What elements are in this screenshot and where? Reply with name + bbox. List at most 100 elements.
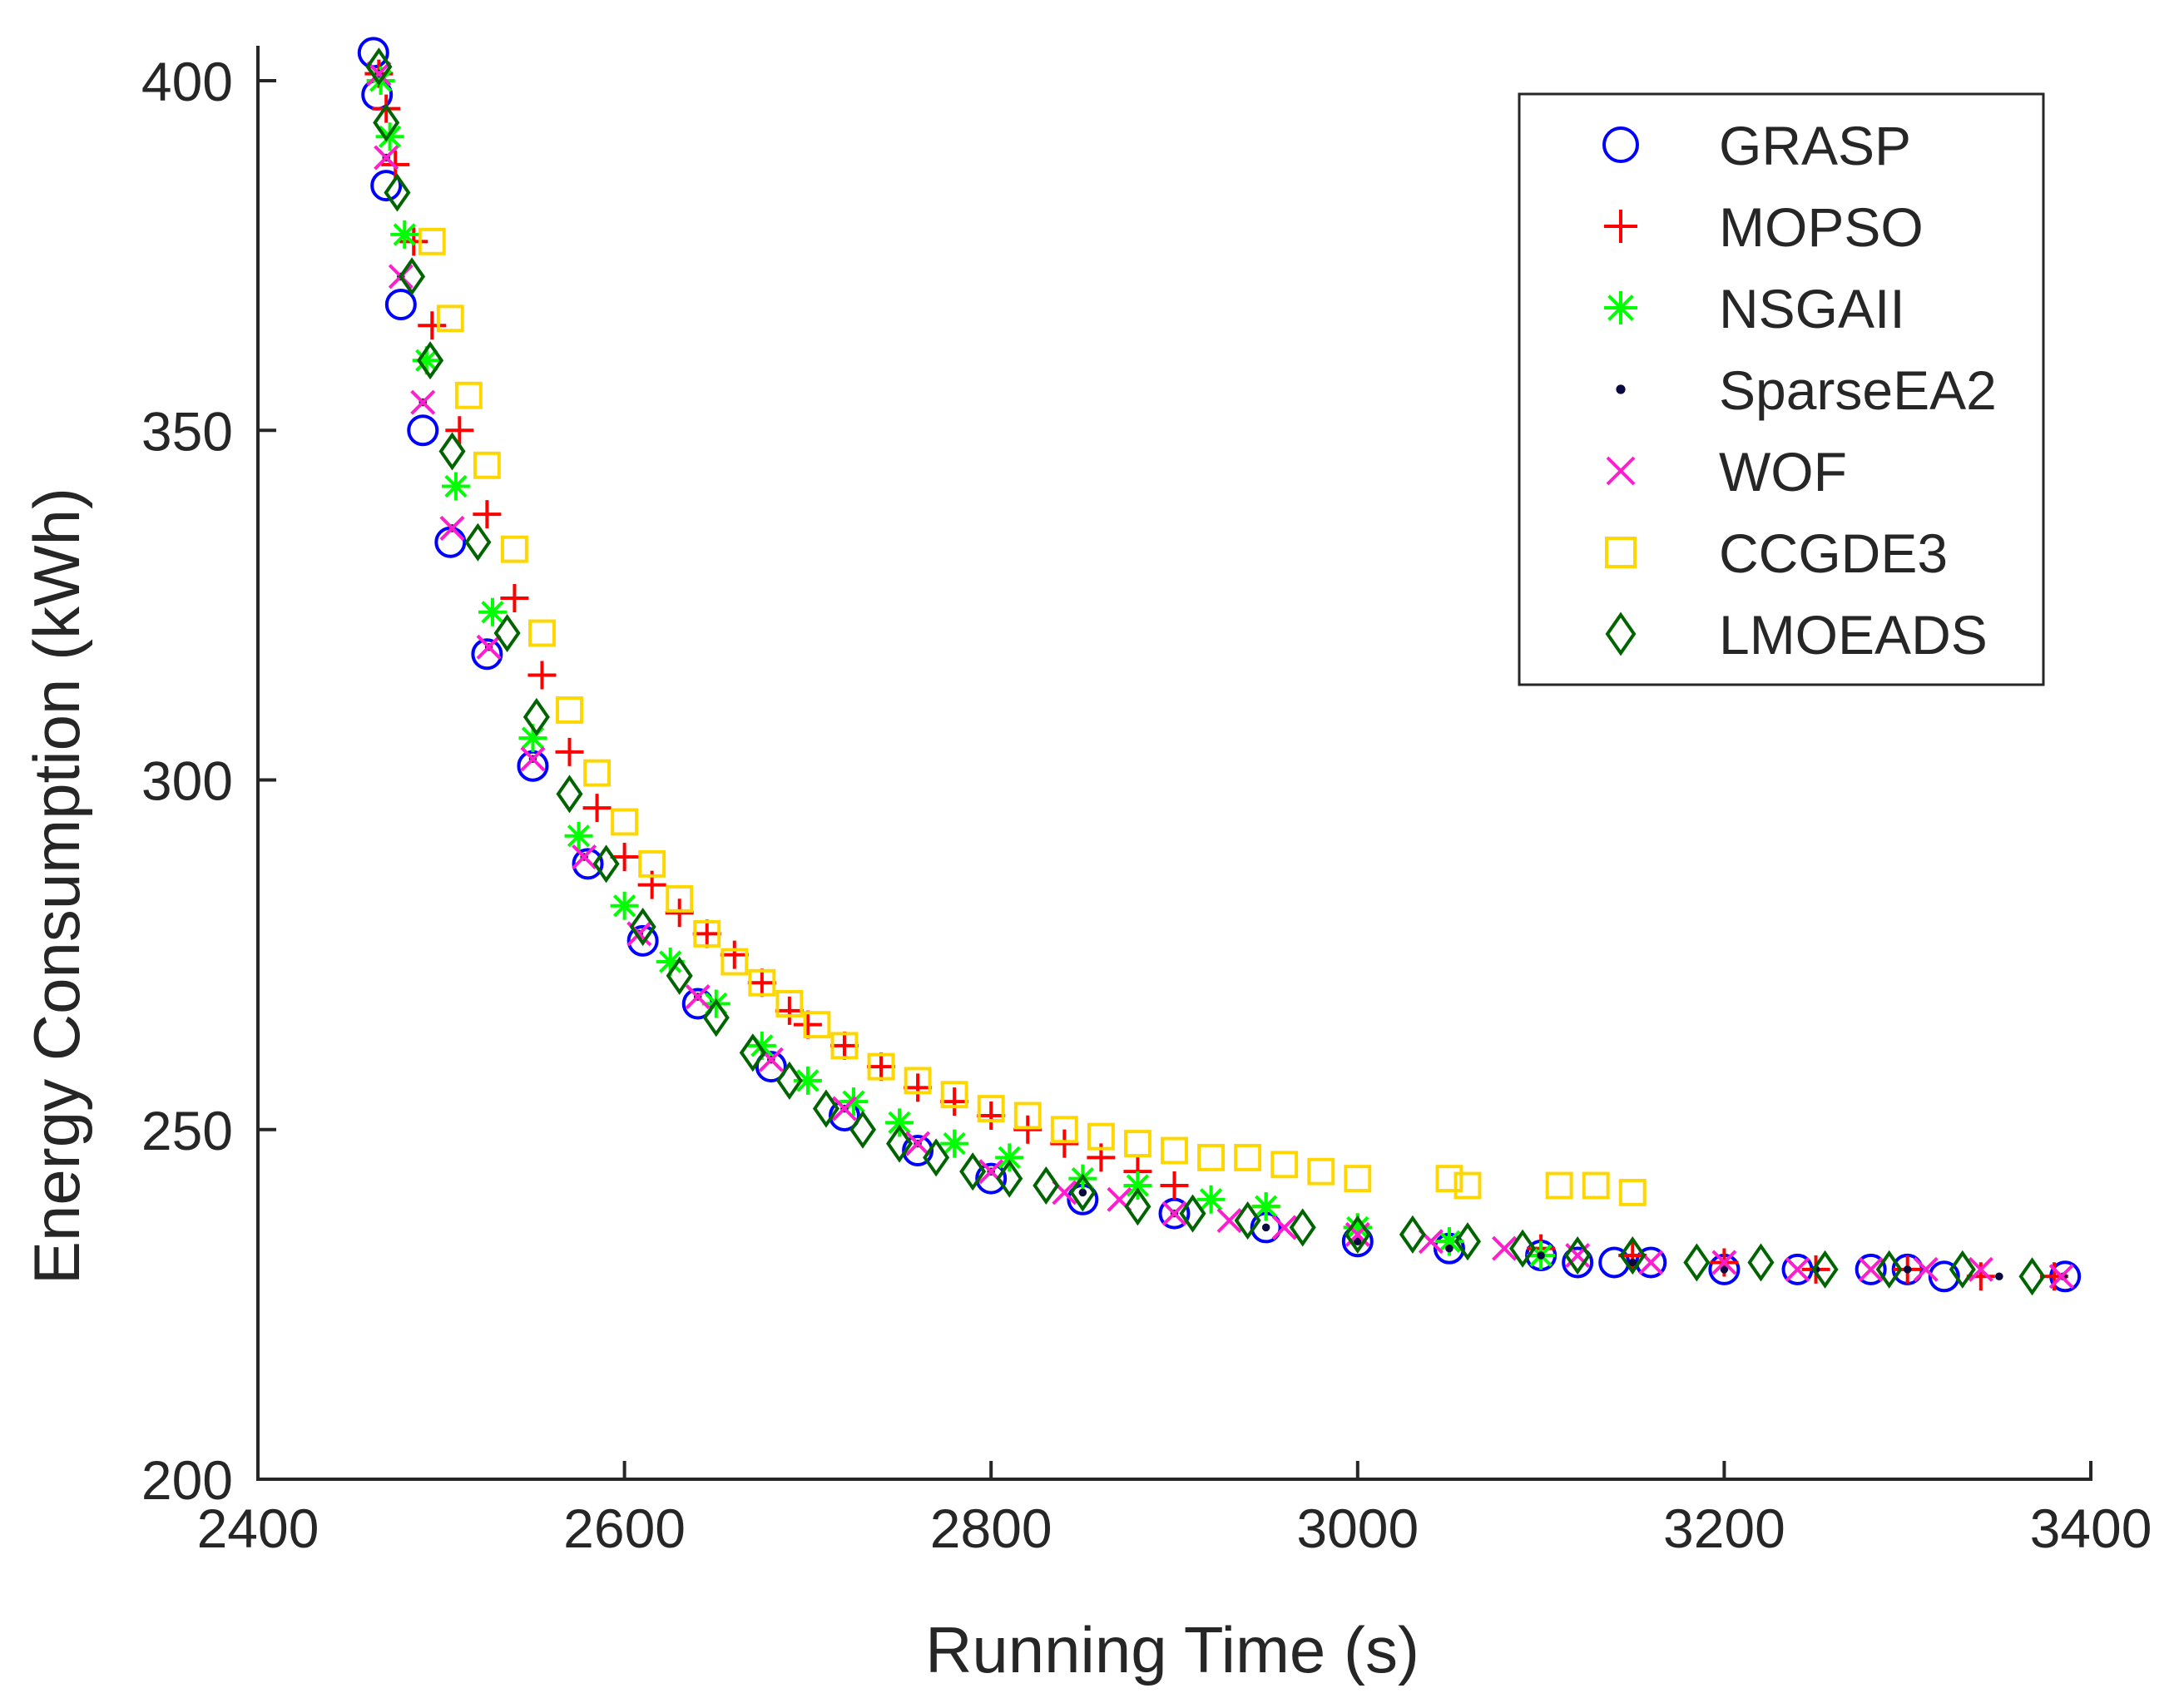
- point-mopso: [445, 416, 474, 445]
- point-mopso: [940, 1087, 969, 1116]
- point-lmoeads: [923, 1138, 950, 1177]
- point-grasp: [384, 288, 417, 320]
- point-nsgaii: [793, 1066, 822, 1095]
- point-nsgaii: [995, 1143, 1024, 1172]
- point-wof: [1161, 1201, 1187, 1226]
- point-nsgaii: [564, 821, 593, 850]
- point-lmoeads: [1344, 1215, 1371, 1254]
- point-nsgaii: [412, 346, 441, 375]
- point-ccgde3: [1618, 1178, 1647, 1206]
- point-wof: [685, 984, 711, 1010]
- point-lmoeads: [886, 1124, 914, 1163]
- legend-items: GRASP MOPSO NSGAII SparseEA2 WOF CCGDE3 LMOEAD…: [1602, 115, 1997, 666]
- point-lmoeads: [1399, 1215, 1426, 1254]
- point-lmoeads: [1619, 1235, 1647, 1275]
- point-grasp: [407, 414, 439, 447]
- point-lmoeads: [1683, 1243, 1711, 1282]
- point-grasp: [370, 170, 403, 202]
- point-sparseea2: [1628, 1258, 1637, 1267]
- y-tick-label: 400: [141, 51, 233, 112]
- point-ccgde3: [721, 948, 749, 976]
- legend-box: [1518, 92, 2045, 686]
- legend-entry: MOPSO: [1604, 196, 1924, 258]
- point-ccgde3: [1545, 1171, 1573, 1200]
- point-ccgde3: [1435, 1165, 1463, 1193]
- point-lmoeads: [417, 341, 444, 380]
- point-wof: [1711, 1250, 1737, 1275]
- axes: 2400 2600 2800 3000 3200 3400 200 250 300 350 400: [141, 46, 2152, 1559]
- legend-entry: NSGAII: [1604, 278, 1905, 339]
- point-lmoeads: [556, 775, 583, 814]
- point-lmoeads: [1124, 1187, 1151, 1226]
- point-wof: [410, 389, 436, 415]
- point-lmoeads: [438, 432, 466, 471]
- point-ccgde3: [1123, 1130, 1151, 1158]
- point-lmoeads: [2018, 1257, 2046, 1296]
- point-ccgde3: [1582, 1171, 1610, 1200]
- point-lmoeads: [493, 613, 521, 653]
- point-lmoeads: [399, 257, 426, 296]
- point-lmoeads: [522, 697, 550, 736]
- point-mopso: [775, 996, 804, 1025]
- point-wof: [520, 746, 546, 772]
- point-lmoeads: [629, 907, 656, 947]
- point-lmoeads: [1564, 1235, 1592, 1275]
- point-wof: [1216, 1208, 1242, 1234]
- point-mopso: [582, 794, 612, 823]
- point-ccgde3: [775, 990, 804, 1017]
- point-nsgaii: [441, 472, 470, 501]
- point-ccgde3: [638, 849, 666, 878]
- series-ccgde3: [418, 227, 1647, 1206]
- point-ccgde3: [528, 619, 556, 647]
- point-mopso: [1160, 1171, 1189, 1200]
- point-mopso: [747, 968, 776, 998]
- point-mopso: [720, 940, 749, 969]
- point-lmoeads: [739, 1033, 766, 1072]
- point-grasp: [1598, 1246, 1631, 1279]
- point-mopso: [1050, 1129, 1079, 1158]
- legend-marker-nsgaii: [1604, 291, 1637, 324]
- point-ccgde3: [1087, 1122, 1115, 1151]
- point-nsgaii: [390, 220, 419, 249]
- point-sparseea2: [1903, 1265, 1912, 1274]
- legend-marker-mopso: [1604, 210, 1637, 243]
- point-mopso: [867, 1052, 896, 1082]
- data-marks: [357, 37, 2082, 1296]
- legend-entry: SparseEA2: [1616, 359, 1997, 421]
- point-grasp: [626, 924, 659, 957]
- point-grasp: [357, 37, 389, 69]
- point-nsgaii: [1251, 1192, 1280, 1221]
- legend-entry: CCGDE3: [1605, 522, 1948, 584]
- point-ccgde3: [1050, 1116, 1078, 1144]
- point-ccgde3: [1344, 1165, 1372, 1193]
- legend-marker-lmoeads: [1605, 611, 1637, 656]
- point-mopso: [500, 583, 529, 612]
- point-grasp: [1928, 1260, 1960, 1293]
- series-nsgaii: [366, 67, 1556, 1270]
- point-lmoeads: [849, 1110, 877, 1149]
- point-mopso: [830, 1031, 859, 1060]
- point-ccgde3: [867, 1052, 895, 1081]
- point-nsgaii: [656, 948, 685, 977]
- y-tick-label: 200: [141, 1449, 233, 1511]
- point-wof: [439, 515, 465, 541]
- point-mopso: [665, 899, 694, 928]
- legend-entry: WOF: [1606, 441, 1847, 502]
- point-lmoeads: [1949, 1250, 1976, 1289]
- x-tick-label: 2800: [930, 1498, 1052, 1559]
- x-tick-label: 3000: [1296, 1498, 1419, 1559]
- point-lmoeads: [384, 173, 411, 212]
- point-ccgde3: [1270, 1151, 1299, 1179]
- point-nsgaii: [747, 1031, 776, 1060]
- point-ccgde3: [556, 696, 583, 724]
- point-nsgaii: [518, 724, 547, 753]
- legend-entry: LMOEADS: [1605, 604, 1988, 666]
- point-ccgde3: [1161, 1136, 1188, 1165]
- point-ccgde3: [473, 451, 501, 479]
- point-lmoeads: [666, 956, 693, 995]
- point-lmoeads: [1033, 1166, 1060, 1206]
- point-grasp: [572, 848, 604, 880]
- point-wof: [1968, 1256, 1993, 1282]
- point-mopso: [977, 1101, 1006, 1130]
